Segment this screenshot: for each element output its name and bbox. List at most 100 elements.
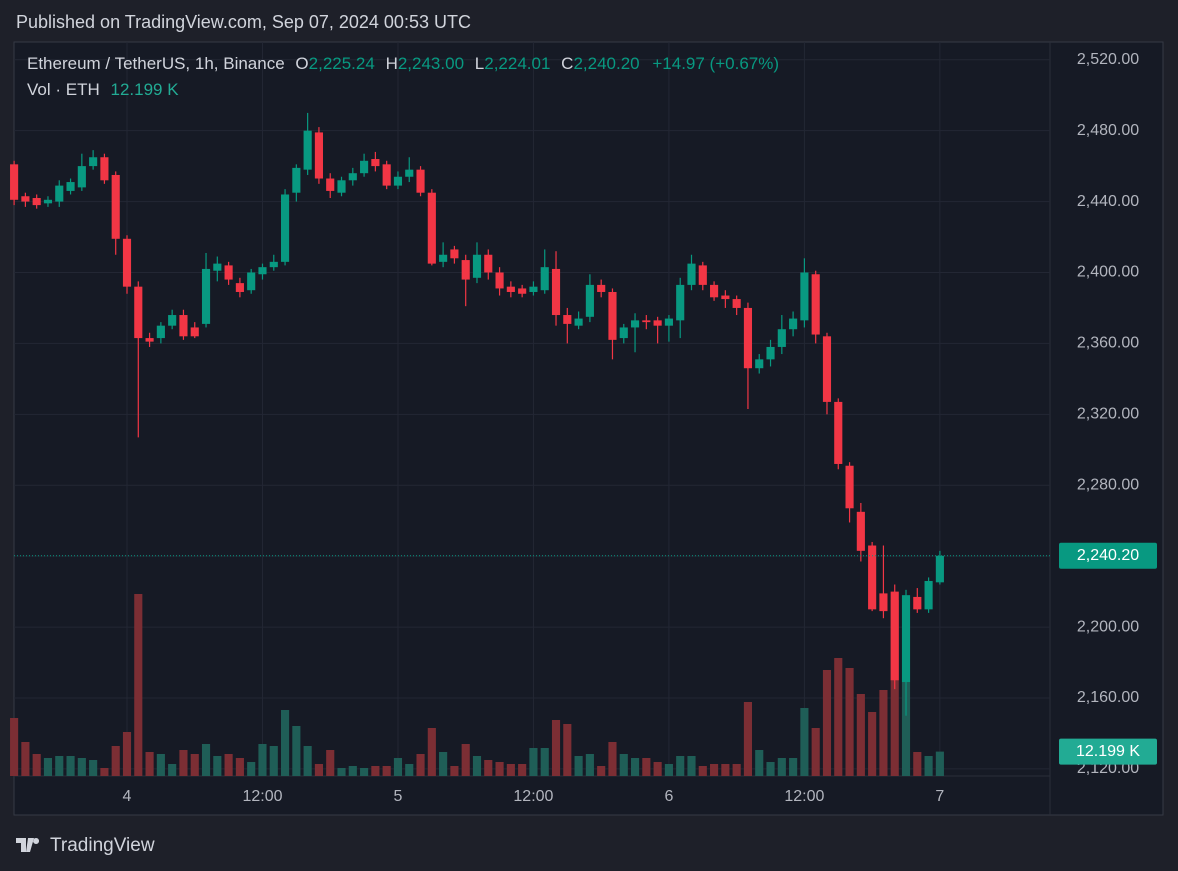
ohlc-key: H	[386, 54, 398, 73]
candle-body	[811, 274, 820, 335]
volume-bar	[518, 764, 527, 776]
volume-bar	[416, 754, 425, 776]
candle-body	[687, 263, 696, 285]
candle-body	[190, 327, 199, 337]
volume-bar	[77, 758, 86, 776]
candle-body	[235, 283, 244, 292]
candle-body	[563, 315, 572, 324]
candle-body	[122, 238, 132, 287]
volume-bar	[303, 746, 312, 776]
volume-bar	[710, 764, 719, 776]
last-price-label: 2,240.20	[1077, 547, 1139, 564]
candle-body	[924, 580, 933, 610]
y-tick-label: 2,480.00	[1077, 122, 1139, 139]
volume-bar	[201, 744, 211, 776]
candle-body	[326, 178, 335, 191]
volume-bar	[732, 764, 741, 776]
candle-body	[518, 288, 527, 294]
candle-body	[21, 196, 30, 202]
ohlc-key: O	[295, 54, 308, 73]
candle-body	[393, 176, 403, 186]
volume-bar	[258, 744, 267, 776]
last-price-tag	[1059, 542, 1157, 569]
candle-body	[597, 284, 606, 292]
candle-body	[292, 167, 301, 193]
volume-layer	[10, 594, 944, 776]
volume-bar	[427, 728, 436, 776]
candle-body	[89, 157, 98, 167]
volume-tag	[1059, 738, 1157, 765]
candle-body	[698, 265, 707, 285]
volume-bar	[642, 758, 651, 776]
candle-body	[642, 320, 651, 323]
volume-bar	[326, 750, 335, 776]
volume-bar	[924, 756, 933, 776]
volume-bar	[179, 750, 188, 776]
volume-bar	[190, 754, 199, 776]
candle-body	[585, 284, 594, 317]
volume-tag-label: 12.199 K	[1076, 743, 1140, 760]
volume-bar	[484, 760, 493, 776]
volume-bar	[292, 726, 301, 776]
series-name: Ethereum / TetherUS, 1h, Binance	[27, 54, 285, 73]
volume-bar	[563, 724, 572, 776]
candle-body	[100, 157, 109, 181]
candle-layer	[10, 112, 944, 716]
candle-body	[540, 267, 549, 291]
volume-bar	[653, 762, 662, 776]
candle-body	[766, 346, 775, 360]
volume-bar	[348, 766, 357, 776]
x-tick-label: 4	[123, 788, 132, 805]
candle-body	[777, 329, 786, 347]
candle-body	[619, 327, 628, 339]
candle-body	[224, 265, 233, 280]
candle-body	[574, 318, 583, 326]
volume-bar	[811, 728, 820, 776]
volume-bar	[224, 754, 233, 776]
y-tick-label: 2,160.00	[1077, 689, 1139, 706]
volume-bar	[698, 766, 707, 776]
ohlc-value: 2,224.01	[484, 54, 550, 73]
volume-bar	[439, 752, 448, 776]
volume-bar	[10, 718, 19, 776]
candle-body	[822, 336, 832, 402]
candle-body	[269, 261, 278, 268]
volume-bar	[789, 758, 798, 776]
candle-body	[868, 545, 877, 610]
candle-body	[834, 401, 843, 464]
candle-body	[134, 286, 143, 339]
chart-frame	[13, 41, 1164, 816]
volume-bar	[337, 768, 346, 776]
volume-bar	[450, 766, 459, 776]
volume-bar	[777, 758, 786, 776]
candle-body	[32, 198, 41, 206]
candle-body	[484, 254, 493, 273]
volume-bar	[55, 756, 64, 776]
candle-body	[732, 299, 741, 308]
candle-body	[156, 325, 165, 339]
volume-bar	[834, 658, 843, 776]
volume-bar	[608, 742, 617, 776]
x-tick-label: 6	[664, 788, 673, 805]
candle-body	[337, 180, 346, 193]
volume-bar	[314, 764, 323, 776]
volume-bar	[100, 768, 109, 776]
candle-body	[879, 593, 888, 612]
volume-bar	[371, 766, 380, 776]
candle-body	[935, 555, 944, 583]
volume-bar	[529, 748, 538, 776]
volume-bar	[145, 752, 154, 776]
candle-body	[213, 263, 222, 271]
candle-body	[145, 338, 154, 342]
candle-body	[800, 272, 809, 321]
volume-bar	[213, 756, 222, 776]
candle-body	[506, 286, 515, 292]
candle-body	[360, 160, 369, 174]
candle-body	[551, 268, 561, 316]
volume-bar	[506, 764, 515, 776]
volume-bar	[664, 764, 673, 776]
legend-header: Ethereum / TetherUS, 1h, Binance O2,225.…	[27, 54, 779, 73]
volume-bar	[755, 750, 764, 776]
